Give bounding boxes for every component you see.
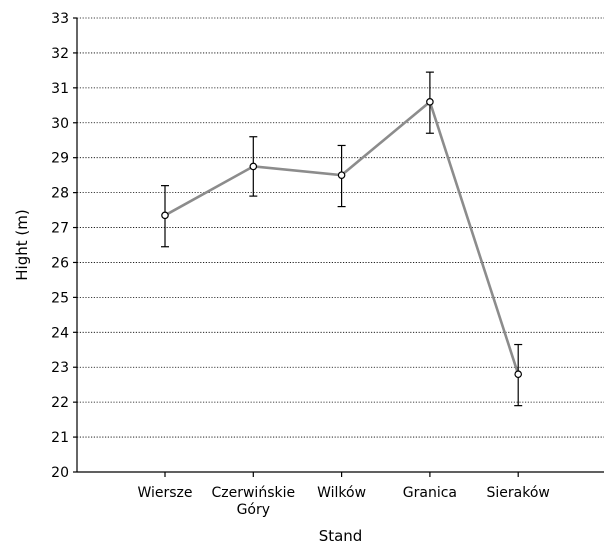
x-tick-label-line: Wilków: [317, 485, 366, 501]
y-tick-label: 28: [51, 186, 69, 202]
y-tick-label: 32: [51, 46, 69, 62]
y-tick-label: 30: [51, 116, 69, 132]
y-tick-labels: 20 21 22 23 24 25 26 27 28 29 30 31 32 33: [51, 11, 69, 481]
x-axis-title: Stand: [319, 527, 363, 545]
y-axis-title: Hight (m): [13, 209, 31, 280]
y-tick-label: 20: [51, 465, 69, 481]
data-point: [161, 211, 169, 220]
y-tick-label: 29: [51, 151, 69, 167]
y-tick-label: 24: [51, 325, 69, 341]
x-tick-label: Sieraków: [487, 485, 550, 501]
x-tick-label: Wiersze: [137, 485, 192, 501]
series-line: [164, 99, 520, 375]
data-point: [514, 370, 523, 379]
data-point: [426, 98, 434, 106]
x-tick-label-line: Sieraków: [487, 485, 550, 501]
y-tick-label: 21: [51, 430, 69, 446]
y-tick-label: 23: [51, 360, 69, 376]
data-point: [337, 171, 346, 179]
axes: [73, 17, 604, 477]
y-tick-label: 22: [51, 395, 69, 411]
y-tick-label: 33: [51, 11, 69, 27]
y-tick-label: 27: [51, 221, 69, 237]
x-tick-label: Granica: [403, 485, 457, 501]
x-tick-label-line: Czerwińskie: [211, 485, 295, 501]
x-tick-label: Czerwińskie Góry: [211, 485, 295, 518]
y-tick-label: 31: [51, 81, 69, 97]
x-tick-label-line: Wiersze: [137, 485, 192, 501]
x-tick-label: Wilków: [317, 485, 366, 501]
x-tick-labels: Wiersze Czerwińskie Góry Wilków Granica Siera…: [137, 485, 549, 518]
y-tick-label: 25: [51, 290, 69, 306]
y-tick-label: 26: [51, 255, 69, 271]
series: [161, 71, 523, 407]
data-point: [249, 162, 258, 171]
x-tick-label-line: Góry: [237, 502, 270, 518]
gridlines: [77, 17, 604, 438]
x-tick-label-line: Granica: [403, 485, 457, 501]
